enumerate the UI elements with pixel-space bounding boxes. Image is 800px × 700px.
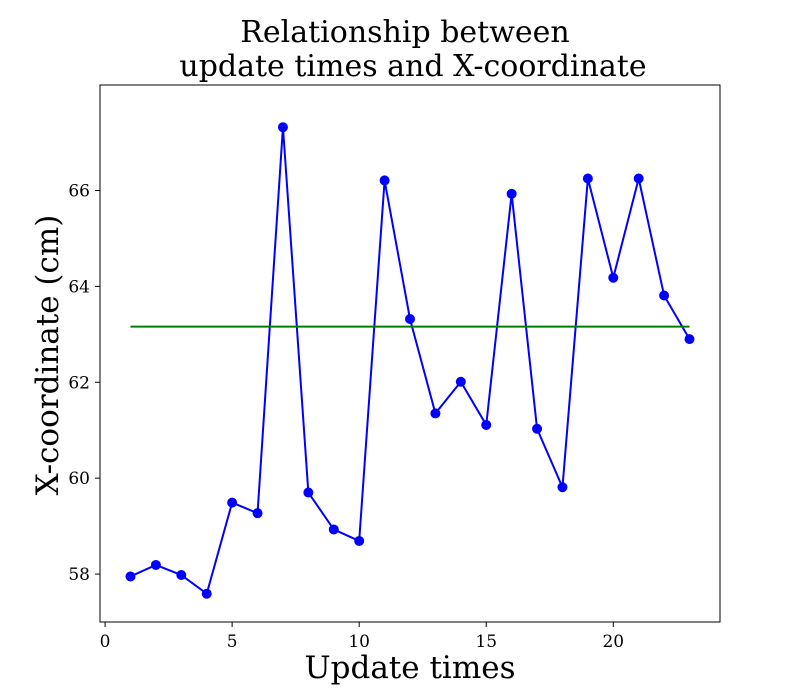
series-line-data [125,122,695,599]
data-point [633,173,644,184]
data-point [277,122,288,133]
data-point [481,419,492,430]
data-point [532,423,543,434]
x-tick-label: 20 [602,632,624,652]
y-tick-label: 58 [68,565,90,585]
data-point [328,524,339,535]
y-tick-label: 66 [68,181,90,201]
y-tick-label: 60 [68,469,90,489]
chart-title: Relationship between update times and X-… [179,15,646,84]
data-point [252,508,263,519]
data-point [582,173,593,184]
data-point [176,570,187,581]
data-point [354,535,365,546]
data-point [303,487,314,498]
data-point [201,588,212,599]
x-tick-label: 15 [475,632,497,652]
data-point [608,272,619,283]
chart-title-line-1: Relationship between [240,15,569,50]
chart-title-line-2: update times and X-coordinate [179,49,646,84]
data-point [684,334,695,345]
data-point [150,559,161,570]
plot-area-frame [99,84,721,623]
y-tick-label: 64 [68,277,90,297]
x-tick-label: 0 [100,632,111,652]
data-point [227,497,238,508]
data-point [659,290,670,301]
data-point [405,313,415,324]
x-axis-ticks: 0 5 10 15 20 [100,622,624,652]
y-axis-ticks: 58 60 62 64 66 [68,181,100,585]
y-tick-label: 62 [68,373,90,393]
data-point [455,376,466,387]
data-point [125,571,136,582]
x-tick-label: 10 [348,632,370,652]
data-point [430,408,441,419]
data-point [506,188,517,199]
x-axis-label: Update times [305,650,516,686]
data-point [379,175,390,186]
data-point [557,482,568,493]
y-axis-label: X-coordinate (cm) [30,215,66,496]
series-layer [125,122,695,599]
x-tick-label: 5 [227,632,238,652]
